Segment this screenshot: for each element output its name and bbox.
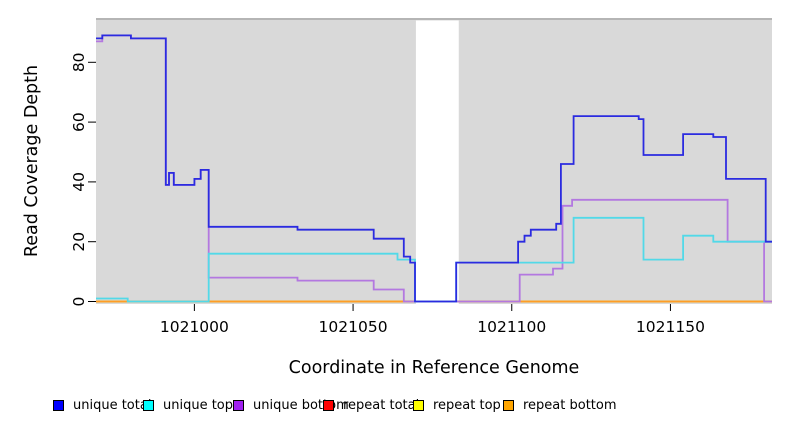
y-axis-title: Read Coverage Depth: [22, 65, 42, 257]
legend-swatch-unique-bottom: [233, 399, 244, 411]
legend-swatch-repeat-bottom: [503, 399, 514, 411]
legend-label: repeat bottom: [523, 397, 617, 413]
y-tick-label: 40: [70, 172, 88, 192]
legend-swatch-unique-top: [143, 399, 154, 411]
y-tick-label: 60: [70, 112, 88, 132]
x-tick-label: 1021050: [319, 318, 388, 336]
x-tick-label: 1021000: [160, 318, 229, 336]
coverage-chart-canvas: 1021000 1021050 1021100 1021150 0 20 40 60 80 Co…: [22, 18, 772, 378]
x-axis-title: Coordinate in Reference Genome: [289, 358, 580, 378]
legend-item-repeat-total: repeat total: [323, 397, 419, 413]
legend-swatch-repeat-top: [413, 399, 424, 411]
chart-legend: unique total unique top unique bottom repea…: [0, 397, 792, 417]
legend-swatch-unique-total: [53, 399, 64, 411]
legend-label: repeat total: [343, 397, 420, 413]
x-tick-label: 1021150: [636, 318, 705, 336]
coverage-gap-band: [415, 20, 459, 304]
legend-swatch-repeat-total: [323, 399, 334, 411]
legend-label: repeat top: [433, 397, 501, 413]
legend-item-repeat-bottom: repeat bottom: [503, 397, 617, 413]
legend-item-unique-top: unique top: [143, 397, 233, 413]
unique-total-line: [96, 34, 772, 303]
legend-item-repeat-top: repeat top: [413, 397, 501, 413]
legend-label: unique total: [73, 397, 152, 413]
y-tick-label: 20: [70, 232, 88, 252]
legend-label: unique top: [163, 397, 234, 413]
x-tick-label: 1021100: [477, 318, 546, 336]
legend-item-unique-total: unique total: [53, 397, 151, 413]
y-tick-label: 80: [70, 52, 88, 72]
y-tick-label: 0: [70, 297, 88, 307]
